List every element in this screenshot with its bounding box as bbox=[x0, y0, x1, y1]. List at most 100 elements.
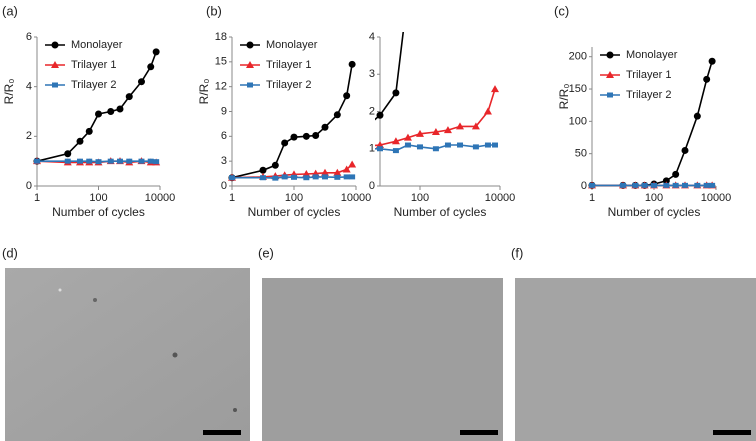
y-tick-label: 6 bbox=[26, 31, 32, 43]
marker bbox=[322, 174, 328, 180]
scale-bar bbox=[713, 430, 751, 435]
particle bbox=[233, 408, 237, 412]
x-tick-label: 100 bbox=[285, 192, 303, 204]
panel-label: (c) bbox=[554, 3, 569, 18]
marker bbox=[651, 182, 657, 188]
marker bbox=[51, 41, 59, 49]
marker bbox=[492, 142, 499, 148]
marker bbox=[321, 123, 329, 131]
y-tick-label: 0 bbox=[221, 180, 227, 192]
x-tick-label: 1 bbox=[589, 192, 595, 204]
marker bbox=[349, 174, 356, 180]
marker bbox=[392, 89, 400, 97]
marker bbox=[147, 63, 155, 71]
marker bbox=[606, 71, 614, 78]
panel-label: (d) bbox=[2, 245, 18, 260]
plot-area bbox=[336, 32, 500, 154]
y-tick-label: 4 bbox=[26, 81, 32, 93]
y-tick-label: 3 bbox=[221, 155, 227, 167]
marker bbox=[392, 148, 399, 154]
x-axis-label: Number of cycles bbox=[52, 205, 145, 219]
marker bbox=[444, 142, 451, 148]
y-tick-label: 1 bbox=[369, 143, 375, 155]
marker bbox=[348, 160, 357, 168]
y-tick-label: 4 bbox=[369, 31, 375, 43]
panel-label: (e) bbox=[258, 245, 274, 260]
marker bbox=[404, 142, 411, 148]
marker bbox=[153, 159, 160, 165]
marker bbox=[343, 174, 350, 180]
x-tick-label: 100 bbox=[411, 192, 429, 204]
particle bbox=[93, 298, 97, 302]
marker bbox=[432, 146, 439, 152]
x-tick-label: 100 bbox=[645, 192, 663, 204]
marker bbox=[246, 41, 254, 49]
marker bbox=[334, 174, 341, 180]
scale-bar bbox=[203, 430, 241, 435]
y-axis-label: R/R₀ bbox=[2, 79, 16, 105]
x-tick-label: 1 bbox=[229, 192, 235, 204]
marker bbox=[391, 137, 400, 145]
marker bbox=[303, 175, 310, 181]
legend-label: Trilayer 1 bbox=[71, 59, 116, 71]
marker bbox=[107, 108, 115, 115]
legend-label: Trilayer 2 bbox=[626, 89, 671, 101]
marker bbox=[76, 158, 83, 164]
marker bbox=[281, 139, 289, 147]
marker bbox=[342, 165, 351, 173]
marker bbox=[343, 92, 351, 100]
y-tick-label: 0 bbox=[369, 180, 375, 192]
marker bbox=[681, 146, 689, 154]
marker bbox=[703, 182, 710, 188]
marker bbox=[416, 129, 424, 137]
legend-label: Trilayer 1 bbox=[266, 59, 311, 71]
x-tick-label: 1 bbox=[34, 192, 40, 204]
y-tick-label: 2 bbox=[369, 105, 375, 117]
marker bbox=[663, 182, 670, 188]
series-line bbox=[375, 32, 405, 121]
marker bbox=[337, 145, 344, 152]
x-tick-label: 10000 bbox=[145, 192, 176, 204]
panel-label: (a) bbox=[2, 3, 18, 18]
marker bbox=[272, 175, 279, 181]
y-tick-label: 6 bbox=[221, 130, 227, 142]
marker bbox=[491, 85, 500, 93]
marker bbox=[456, 122, 464, 130]
marker bbox=[431, 127, 440, 135]
marker bbox=[403, 133, 412, 141]
marker bbox=[247, 82, 253, 88]
y-tick-label: 0 bbox=[26, 180, 32, 192]
marker bbox=[672, 170, 680, 178]
marker bbox=[457, 142, 463, 148]
marker bbox=[290, 133, 298, 141]
marker bbox=[333, 168, 342, 176]
marker bbox=[606, 51, 614, 59]
y-axis-label: R/R₀ bbox=[197, 79, 211, 105]
marker bbox=[708, 57, 716, 65]
y-tick-label: 100 bbox=[569, 115, 587, 127]
sem-image-d bbox=[5, 268, 250, 441]
marker bbox=[76, 137, 84, 145]
marker bbox=[376, 111, 384, 119]
panel-label: (f) bbox=[511, 245, 523, 260]
marker bbox=[291, 174, 297, 180]
marker bbox=[260, 175, 266, 181]
legend-label: Monolayer bbox=[71, 39, 123, 51]
marker bbox=[348, 60, 356, 68]
marker bbox=[302, 132, 310, 140]
marker bbox=[472, 144, 479, 150]
y-axis-label: R/R₀ bbox=[557, 84, 571, 110]
y-tick-label: 18 bbox=[215, 31, 227, 43]
legend-label: Trilayer 2 bbox=[266, 79, 311, 91]
marker bbox=[107, 158, 114, 164]
marker bbox=[337, 146, 343, 151]
sem-image-e bbox=[262, 278, 503, 441]
x-axis-label: Number of cycles bbox=[394, 205, 487, 219]
marker bbox=[607, 92, 613, 98]
marker bbox=[52, 82, 58, 88]
y-tick-label: 150 bbox=[569, 83, 587, 95]
marker bbox=[281, 174, 288, 180]
marker bbox=[672, 182, 679, 188]
marker bbox=[336, 145, 344, 152]
y-tick-label: 15 bbox=[215, 56, 227, 68]
